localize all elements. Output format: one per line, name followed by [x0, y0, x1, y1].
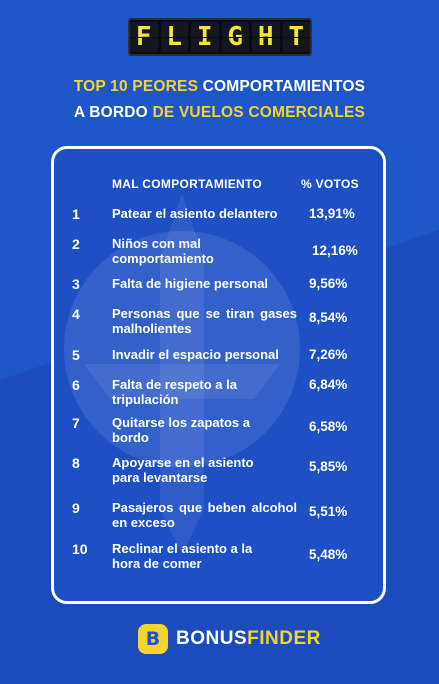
logo-letter-text: I: [196, 22, 213, 52]
behavior-label: Reclinar el asiento a la hora de comer: [112, 541, 253, 571]
logo-letter-text: T: [288, 22, 305, 52]
brand-name: BONUSFINDER: [176, 628, 321, 650]
logo-letter: T: [282, 22, 310, 52]
airplane-watermark-icon: [64, 194, 300, 554]
vote-percent: 5,48%: [309, 547, 348, 562]
flight-logo: F L I G H T: [128, 18, 312, 56]
brand-part-2: FINDER: [247, 628, 321, 649]
bonusfinder-logo: B BONUSFINDER: [138, 624, 321, 654]
header-behavior: MAL COMPORTAMIENTO: [112, 177, 263, 191]
logo-letter: L: [160, 22, 188, 52]
logo-letter: H: [252, 22, 280, 52]
behavior-label: Falta de higiene personal: [112, 276, 269, 291]
vote-percent: 13,91%: [309, 206, 355, 221]
rank-number: 2: [72, 236, 80, 252]
vote-percent: 6,58%: [309, 419, 348, 434]
title-line-1: TOP 10 PEORES COMPORTAMIENTOS: [0, 78, 439, 96]
ranking-card: MAL COMPORTAMIENTO % VOTOS 1 Patear el a…: [51, 146, 386, 604]
rank-number: 6: [72, 377, 80, 393]
rank-number: 8: [72, 455, 80, 471]
logo-letter-text: L: [166, 22, 183, 52]
behavior-label: Patear el asiento delantero: [112, 206, 278, 221]
behavior-label: Apoyarse en el asiento para levantarse: [112, 455, 254, 485]
rank-number: 3: [72, 276, 80, 292]
behavior-label: Personas que se tiran gases malholientes: [112, 306, 297, 336]
vote-percent: 12,16%: [312, 243, 358, 258]
title-text: A BORDO: [73, 104, 148, 121]
vote-percent: 5,85%: [309, 459, 348, 474]
title-highlight: TOP 10 PEORES: [73, 78, 199, 95]
behavior-label: Niños con mal comportamiento: [112, 236, 214, 266]
vote-percent: 9,56%: [309, 276, 348, 291]
rank-number: 1: [72, 206, 80, 222]
bonusfinder-badge-icon: B: [138, 624, 168, 654]
logo-letter: F: [130, 22, 158, 52]
logo-letter-text: F: [135, 22, 152, 52]
behavior-label: Quitarse los zapatos a bordo: [112, 415, 250, 445]
brand-part-1: BONUS: [176, 628, 248, 649]
vote-percent: 5,51%: [309, 504, 348, 519]
logo-letter: I: [191, 22, 219, 52]
logo-letter: G: [221, 22, 249, 52]
vote-percent: 7,26%: [309, 347, 348, 362]
rank-number: 9: [72, 500, 80, 516]
title-text: COMPORTAMIENTOS: [198, 78, 366, 95]
logo-letter-text: H: [257, 22, 274, 52]
rank-number: 4: [72, 306, 80, 322]
rank-number: 5: [72, 347, 80, 363]
vote-percent: 8,54%: [309, 310, 348, 325]
behavior-label: Falta de respeto a la tripulación: [112, 377, 237, 407]
title-highlight: DE VUELOS COMERCIALES: [147, 104, 366, 121]
rank-number: 10: [72, 541, 88, 557]
title-line-2: A BORDO DE VUELOS COMERCIALES: [0, 104, 439, 122]
rank-number: 7: [72, 415, 80, 431]
badge-letter: B: [145, 628, 161, 650]
header-votes: % VOTOS: [301, 177, 359, 191]
vote-percent: 6,84%: [309, 377, 348, 392]
logo-letter-text: G: [227, 22, 244, 52]
behavior-label: Pasajeros que beben alcohol en exceso: [112, 500, 297, 530]
behavior-label: Invadir el espacio personal: [112, 347, 279, 362]
